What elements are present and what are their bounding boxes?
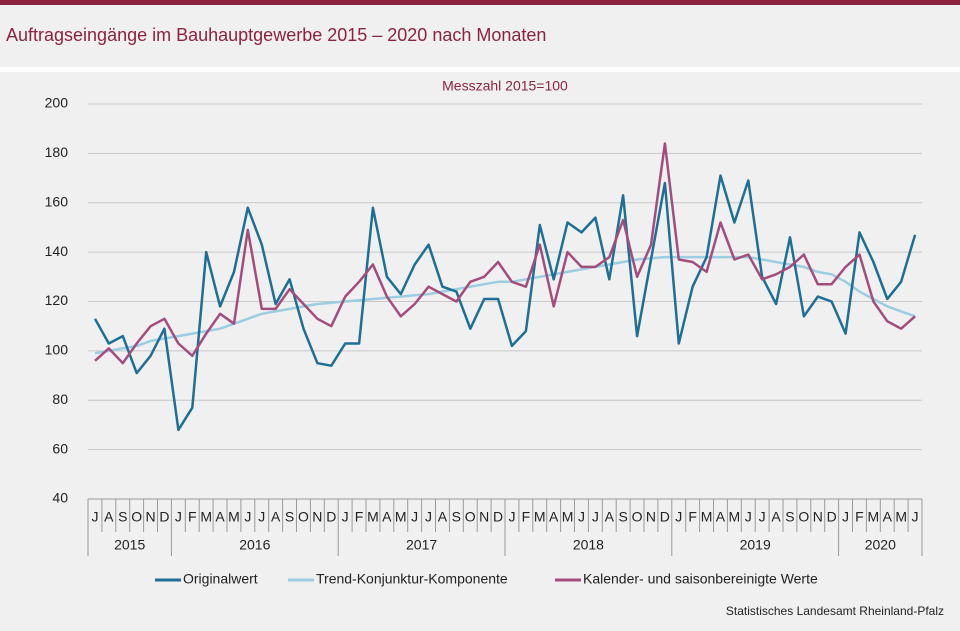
x-tick-label: M [562,509,574,525]
x-tick-label: M [534,509,546,525]
y-tick-label: 140 [45,243,69,259]
x-tick-label: J [745,509,752,525]
y-tick-label: 180 [45,144,69,160]
subtitle: Messzahl 2015=100 [442,78,568,94]
legend-label: Trend-Konjunktur-Komponente [316,571,508,587]
x-tick-label: J [342,509,349,525]
x-tick-label: J [91,509,98,525]
x-tick-label: N [646,509,656,525]
legend-label: Originalwert [183,571,258,587]
chart-title: Auftragseingänge im Bauhauptgewerbe 2015… [6,25,546,45]
x-tick-label: M [200,509,212,525]
x-tick-label: S [118,509,127,525]
x-tick-label: J [244,509,251,525]
x-tick-label: M [228,509,240,525]
x-tick-label: A [883,509,893,525]
x-tick-label: A [104,509,114,525]
x-tick-label: J [675,509,682,525]
series-line [94,142,916,365]
x-tick-label: D [326,509,336,525]
x-tick-label: O [632,509,643,525]
y-tick-label: 60 [52,440,68,456]
x-tick-label: M [729,509,741,525]
y-tick-label: 200 [45,95,69,111]
x-tick-label: D [660,509,670,525]
x-tick-label: F [188,509,197,525]
x-tick-label: M [701,509,713,525]
x-tick-label: M [367,509,379,525]
top-bar [0,0,960,5]
x-tick-label: S [785,509,794,525]
x-tick-label: J [175,509,182,525]
x-tick-label: D [493,509,503,525]
x-tick-label: J [578,509,585,525]
x-tick-label: A [771,509,781,525]
x-tick-label: F [355,509,364,525]
x-tick-label: J [842,509,849,525]
x-tick-label: O [465,509,476,525]
year-label: 2019 [740,537,771,553]
year-label: 2016 [239,537,270,553]
x-tick-label: A [605,509,615,525]
x-tick-label: F [855,509,864,525]
x-tick-label: A [382,509,392,525]
source: Statistisches Landesamt Rheinland-Pfalz [726,604,944,618]
x-tick-label: J [425,509,432,525]
x-tick-label: D [827,509,837,525]
x-tick-label: S [452,509,461,525]
x-tick-label: A [716,509,726,525]
x-tick-label: S [285,509,294,525]
year-label: 2017 [406,537,437,553]
x-tick-label: O [798,509,809,525]
x-tick-label: F [688,509,697,525]
year-label: 2015 [114,537,145,553]
x-tick-label: J [759,509,766,525]
x-tick-label: O [298,509,309,525]
y-tick-label: 120 [45,292,69,308]
x-tick-label: M [868,509,880,525]
y-tick-label: 40 [52,490,68,506]
x-tick-label: J [258,509,265,525]
x-tick-label: S [618,509,627,525]
x-tick-label: J [411,509,418,525]
x-tick-label: N [145,509,155,525]
x-tick-label: A [271,509,281,525]
y-tick-label: 100 [45,342,69,358]
year-label: 2020 [865,537,896,553]
x-tick-label: F [522,509,531,525]
x-tick-label: J [508,509,515,525]
separator [0,67,960,72]
x-tick-label: A [438,509,448,525]
series-line [94,255,916,355]
x-tick-label: M [895,509,907,525]
x-tick-label: M [395,509,407,525]
x-tick-label: O [131,509,142,525]
legend-label: Kalender- und saisonbereinigte Werte [583,571,818,587]
x-tick-label: A [549,509,559,525]
y-tick-label: 80 [52,391,68,407]
x-tick-label: N [479,509,489,525]
x-tick-label: N [312,509,322,525]
x-tick-label: D [159,509,169,525]
x-tick-label: J [912,509,919,525]
series-line [93,174,917,432]
x-tick-label: A [215,509,225,525]
x-tick-label: N [813,509,823,525]
year-label: 2018 [573,537,604,553]
x-tick-label: J [592,509,599,525]
y-tick-label: 160 [45,193,69,209]
